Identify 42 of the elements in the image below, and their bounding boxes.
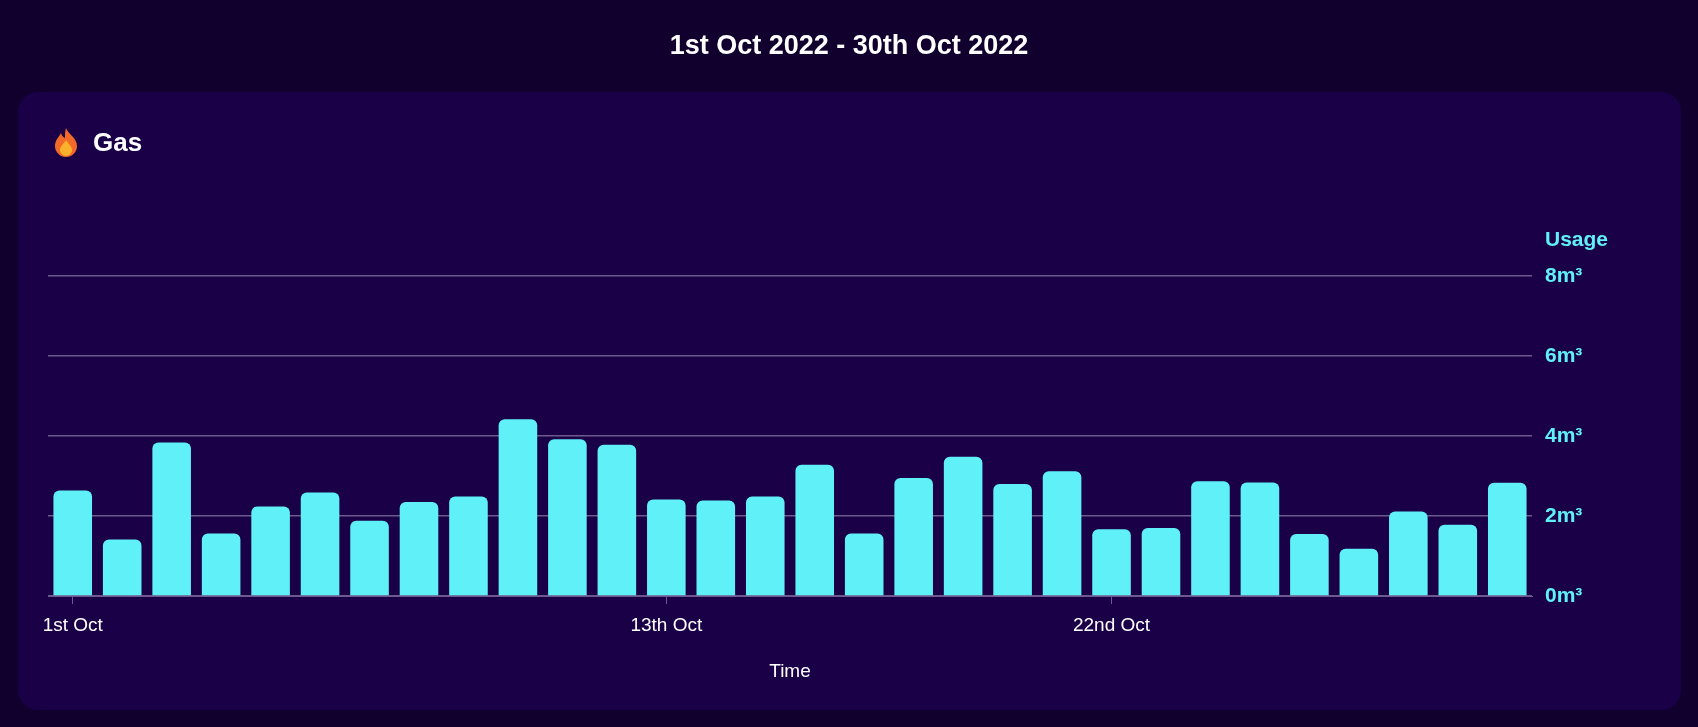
- bar: [993, 484, 1032, 596]
- bar: [597, 444, 637, 596]
- bar: [1487, 482, 1527, 596]
- y-tick-label: 4m³: [1545, 422, 1583, 446]
- bar: [844, 533, 884, 596]
- y-axis-title: Usage: [1545, 226, 1609, 250]
- bar: [399, 502, 439, 596]
- bar: [1438, 524, 1478, 596]
- bar: [350, 520, 389, 596]
- bar: [1240, 482, 1280, 596]
- bar: [201, 533, 241, 596]
- x-axis-title: Time: [769, 659, 811, 681]
- chart-title: 1st Oct 2022 - 30th Oct 2022: [668, 29, 1030, 61]
- bar: [1092, 529, 1131, 596]
- bar: [53, 490, 93, 596]
- y-tick-label: 6m³: [1545, 342, 1583, 366]
- bar: [696, 500, 736, 596]
- y-tick-label: 0m³: [1545, 582, 1583, 606]
- bar: [1339, 548, 1379, 596]
- bar: [795, 464, 835, 596]
- x-tick-label: 13th Oct: [630, 613, 703, 635]
- bar: [1141, 528, 1181, 596]
- y-tick-label: 8m³: [1545, 262, 1583, 286]
- y-tick-label: 2m³: [1545, 502, 1583, 526]
- bar: [152, 442, 191, 596]
- bar: [498, 419, 538, 596]
- bar: [1290, 534, 1329, 596]
- bar: [943, 456, 983, 596]
- chart-subtitle: Gas: [93, 127, 143, 157]
- bar: [894, 478, 933, 596]
- bar: [1389, 511, 1428, 596]
- bar: [102, 539, 142, 596]
- bar: [251, 506, 290, 596]
- x-tick-label: 22nd Oct: [1072, 613, 1151, 635]
- bar: [548, 439, 587, 596]
- bar: [1042, 471, 1082, 596]
- bar: [745, 496, 785, 596]
- bar: [300, 492, 340, 596]
- bar: [647, 499, 686, 596]
- bar: [449, 496, 488, 596]
- bar: [1191, 481, 1230, 596]
- x-tick-label: 1st Oct: [42, 613, 104, 635]
